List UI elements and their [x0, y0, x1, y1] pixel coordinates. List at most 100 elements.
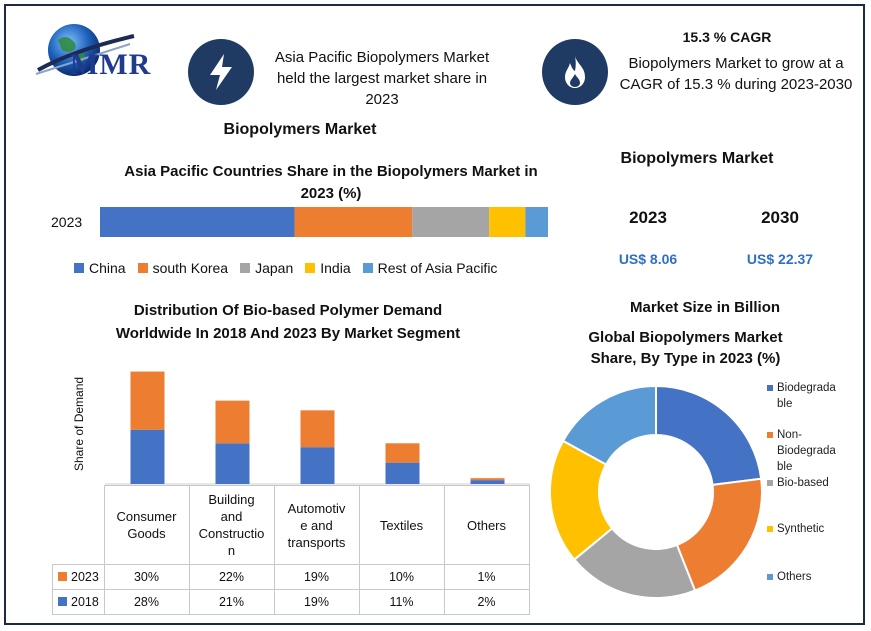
- bar-textiles-2018: [385, 462, 420, 484]
- table-cell-2023-consumer-goods: 30%: [103, 564, 190, 590]
- legend-label-line: Non-: [777, 429, 802, 441]
- series-year-label: 2023: [71, 570, 99, 584]
- legend-swatch: [305, 263, 316, 273]
- table-cell-2023-building-and-construction: 22%: [188, 564, 275, 590]
- legend-item-china: China: [74, 260, 126, 276]
- table-cell-2018-building-and-construction: 21%: [188, 589, 275, 615]
- legend-label-line: Others: [777, 571, 812, 583]
- legend-swatch: [362, 263, 373, 273]
- bar-category-label: 2023: [51, 214, 83, 230]
- bar-consumer-goods-2023: [130, 371, 165, 430]
- legend-item-india: India: [305, 260, 351, 276]
- legend-swatch: [74, 263, 84, 273]
- mmr-globe-logo: [35, 24, 135, 76]
- market-size-caption: Market Size in Billion: [629, 299, 781, 316]
- table-cell-2023-textiles: 10%: [358, 564, 445, 590]
- segment-data-table: Consumer Goods Building and Constructio n Auto…: [52, 485, 530, 615]
- table-cell-2023-others: 1%: [443, 564, 530, 590]
- legend-item-bio-based: Bio-based: [767, 475, 829, 491]
- table-row-2018: 2018 28% 21% 19% 11% 2%: [52, 589, 530, 615]
- cagr-text: Biopolymers Market to grow at a CAGR of …: [619, 55, 853, 93]
- table-row-2023: 2023 30% 22% 19% 10% 1%: [52, 564, 530, 590]
- legend-swatch: [767, 574, 773, 580]
- legend-swatch: [767, 432, 773, 438]
- bar-textiles-2023: [385, 443, 420, 463]
- slice-others: [561, 386, 657, 466]
- table-header-line: transports: [287, 534, 346, 550]
- bar-segment-rest-of-asia-pacific: [525, 207, 548, 237]
- country-share-chart-title: Asia Pacific Countries Share in the Biop…: [124, 163, 538, 202]
- segment-chart-title: Distribution Of Bio-based Polymer Demand…: [115, 302, 461, 342]
- highlight-text: Asia Pacific Biopolymers Market held the…: [274, 49, 490, 108]
- legend-swatch: [767, 385, 773, 391]
- value-2023: US$ 8.06: [618, 251, 678, 267]
- segment-bar-plot: [105, 371, 530, 485]
- table-header-line: Constructio: [198, 526, 265, 541]
- legend-item-biodegradable: Biodegrada ble: [767, 380, 836, 412]
- legend-swatch: [240, 263, 251, 273]
- legend-label-line: Biodegrada: [777, 445, 836, 457]
- table-header-automotive-and-transports: Automotiv e and transports: [273, 485, 360, 565]
- lightning-icon: [188, 39, 254, 105]
- bar-segment-south-korea: [294, 207, 413, 237]
- legend-label: Japan: [255, 260, 294, 276]
- bar-building-and-construction-2018: [215, 443, 250, 484]
- left-section-title: Biopolymers Market: [223, 121, 377, 138]
- slice-biodegradable: [655, 386, 763, 486]
- year-2030-label: 2030: [761, 208, 799, 227]
- table-series-label-2023: 2023: [52, 564, 105, 590]
- legend-swatch: [58, 572, 67, 581]
- legend-swatch: [58, 597, 67, 606]
- country-share-legend: China south Korea Japan India Rest of Asia P…: [74, 260, 574, 278]
- segment-y-axis-label: Share of Demand: [72, 376, 86, 471]
- table-header-building-and-construction: Building and Constructio n: [188, 485, 275, 565]
- legend-swatch: [137, 263, 148, 273]
- legend-label-line: ble: [777, 461, 793, 473]
- table-header-line: Goods: [127, 526, 166, 541]
- table-corner: [52, 485, 105, 565]
- table-cell-2018-automotive-and-transports: 19%: [273, 589, 360, 615]
- bar-consumer-goods-2018: [130, 429, 165, 484]
- table-header-line: e and: [300, 517, 333, 533]
- legend-label: south Korea: [152, 260, 229, 276]
- legend-item-south-korea: south Korea: [137, 260, 229, 276]
- legend-label-line: Biodegrada: [777, 382, 836, 394]
- bar-others-2018: [470, 480, 505, 484]
- bar-others-2023: [470, 478, 505, 481]
- bar-segment-japan: [412, 207, 490, 237]
- legend-swatch: [767, 480, 773, 486]
- infographic-frame: [4, 4, 865, 625]
- legend-item-synthetic: Synthetic: [767, 521, 825, 537]
- bar-building-and-construction-2023: [215, 400, 250, 444]
- slice-non-biodegradable: [675, 477, 763, 592]
- series-year-label: 2018: [71, 595, 99, 609]
- bar-segment-china: [100, 207, 295, 237]
- bar-segment-india: [489, 207, 526, 237]
- table-series-label-2018: 2018: [52, 589, 105, 615]
- legend-label: China: [89, 260, 126, 276]
- value-2030: US$ 22.37: [746, 251, 814, 267]
- type-share-doughnut: [549, 386, 763, 599]
- cagr-title: 15.3 % CAGR: [682, 29, 772, 45]
- legend-item-rest-of-asia-pacific: Rest of Asia Pacific: [362, 260, 497, 276]
- type-share-chart-title: Global Biopolymers Market Share, By Type…: [588, 329, 783, 367]
- bar-automotive-and-transports-2023: [300, 410, 335, 448]
- country-share-bar: [100, 207, 548, 237]
- table-header-others: Others: [443, 485, 530, 565]
- legend-item-others: Others: [767, 569, 812, 585]
- table-header-consumer-goods: Consumer Goods: [103, 485, 190, 565]
- right-section-title: Biopolymers Market: [620, 150, 774, 167]
- table-header-line: Automotiv: [287, 500, 346, 516]
- bar-automotive-and-transports-2018: [300, 447, 335, 484]
- legend-item-japan: Japan: [240, 260, 293, 276]
- legend-swatch: [767, 526, 773, 532]
- table-header-line: and: [220, 509, 243, 524]
- table-header-row: Consumer Goods Building and Constructio n Auto…: [52, 485, 530, 565]
- legend-label-line: Bio-based: [777, 477, 829, 489]
- table-cell-2018-textiles: 11%: [358, 589, 445, 615]
- table-header-line: Others: [466, 517, 506, 533]
- table-header-line: Consumer: [116, 509, 177, 524]
- table-header-line: Textiles: [379, 517, 424, 533]
- table-header-line: Building: [208, 492, 255, 507]
- legend-label-line: Synthetic: [777, 523, 825, 535]
